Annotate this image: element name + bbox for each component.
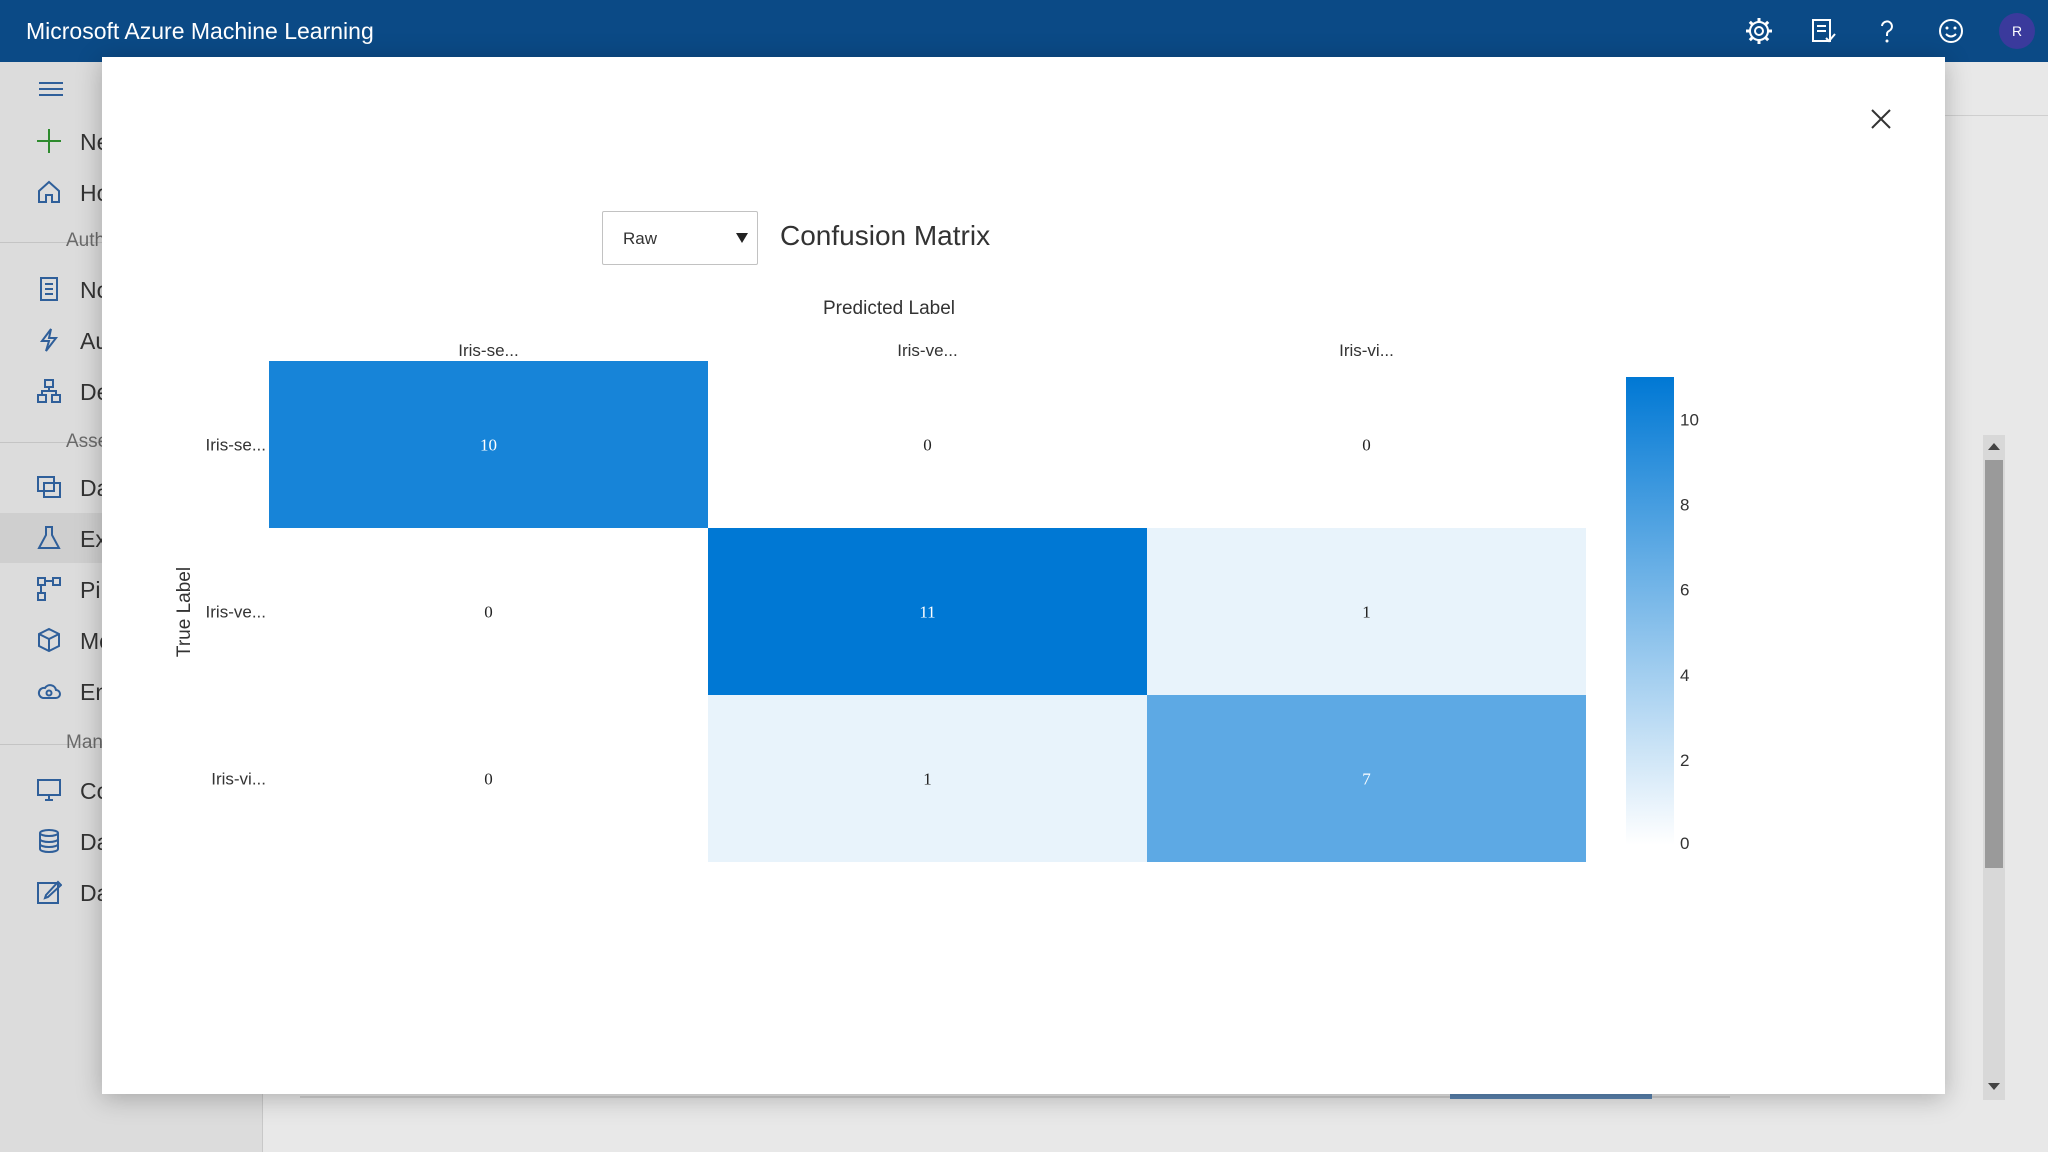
cell-value-label: 0 (484, 770, 493, 789)
notebook-icon (36, 276, 62, 302)
heatmap-cell[interactable] (708, 361, 1147, 528)
avatar[interactable]: R (1999, 13, 2035, 49)
smiley-icon[interactable] (1934, 14, 1968, 48)
scroll-up-arrow-icon[interactable] (1988, 443, 2000, 450)
colorbar-tick-label: 6 (1680, 581, 1689, 600)
hamburger-icon[interactable] (38, 80, 64, 105)
scrollbar-thumb[interactable] (1985, 460, 2003, 868)
lightning-icon (36, 327, 62, 353)
chart-title: Confusion Matrix (780, 220, 991, 251)
colorbar (1626, 377, 1674, 845)
pipeline-icon (36, 576, 62, 602)
cell-value-label: 0 (923, 436, 932, 455)
feedback-list-icon[interactable] (1806, 14, 1840, 48)
colorbar-tick-label: 0 (1680, 834, 1689, 853)
cell-value-label: 7 (1362, 770, 1371, 789)
colorbar-tick-label: 8 (1680, 496, 1689, 515)
cell-value-label: 1 (1362, 603, 1371, 622)
gear-icon[interactable] (1742, 14, 1776, 48)
top-bar: Microsoft Azure Machine Learning (0, 0, 2048, 62)
colorbar-tick-label: 4 (1680, 666, 1689, 685)
y-tick-label: Iris-ve... (206, 603, 266, 622)
nav-item-label: Pi (80, 577, 101, 603)
heatmap-cell[interactable] (1147, 528, 1586, 695)
cell-value-label: 10 (480, 436, 497, 455)
x-tick-label: Iris-se... (458, 341, 518, 360)
designer-icon (36, 378, 62, 404)
nav-section-label: Auth (66, 230, 106, 251)
heatmap-cell[interactable] (269, 695, 708, 862)
cell-value-label: 1 (923, 770, 932, 789)
heatmap-cell[interactable] (708, 695, 1147, 862)
background-tab-indicator (1450, 1094, 1652, 1099)
divider (300, 1096, 1730, 1098)
heatmap-cell[interactable] (1147, 695, 1586, 862)
heatmap-cell[interactable] (1147, 361, 1586, 528)
chevron-down-icon (736, 233, 748, 243)
cell-value-label: 11 (919, 603, 935, 622)
heatmap-cell[interactable] (708, 528, 1147, 695)
matrix-mode-select[interactable]: Raw (602, 211, 758, 265)
x-tick-label: Iris-ve... (897, 341, 957, 360)
y-axis-title: True Label (174, 567, 195, 657)
x-axis-title: Predicted Label (823, 298, 955, 319)
database-icon (36, 828, 62, 854)
cell-value-label: 0 (484, 603, 493, 622)
nav-item-pipelines[interactable]: Pi (0, 564, 262, 614)
close-icon[interactable] (1862, 100, 1900, 138)
cube-icon (36, 627, 62, 653)
select-value: Raw (623, 229, 658, 248)
edit-icon (36, 879, 63, 905)
cloud-icon (36, 678, 62, 704)
scroll-down-arrow-icon[interactable] (1988, 1083, 2000, 1090)
dataset-icon (36, 474, 62, 500)
y-tick-label: Iris-vi... (211, 770, 266, 789)
cell-value-label: 0 (1362, 436, 1371, 455)
help-icon[interactable] (1870, 14, 1904, 48)
heatmap-cell[interactable] (269, 361, 708, 528)
home-icon (36, 179, 62, 205)
nav-section-label: Man (66, 732, 103, 753)
monitor-icon (36, 777, 62, 803)
plus-icon (36, 128, 62, 154)
colorbar-tick-label: 10 (1680, 411, 1699, 430)
x-tick-label: Iris-vi... (1339, 341, 1394, 360)
flask-icon (36, 525, 62, 551)
colorbar-tick-label: 2 (1680, 751, 1689, 770)
nav-section-label: Asse (66, 431, 109, 452)
app-title[interactable]: Microsoft Azure Machine Learning (26, 18, 374, 44)
heatmap-cell[interactable] (269, 528, 708, 695)
y-tick-label: Iris-se... (206, 436, 266, 455)
